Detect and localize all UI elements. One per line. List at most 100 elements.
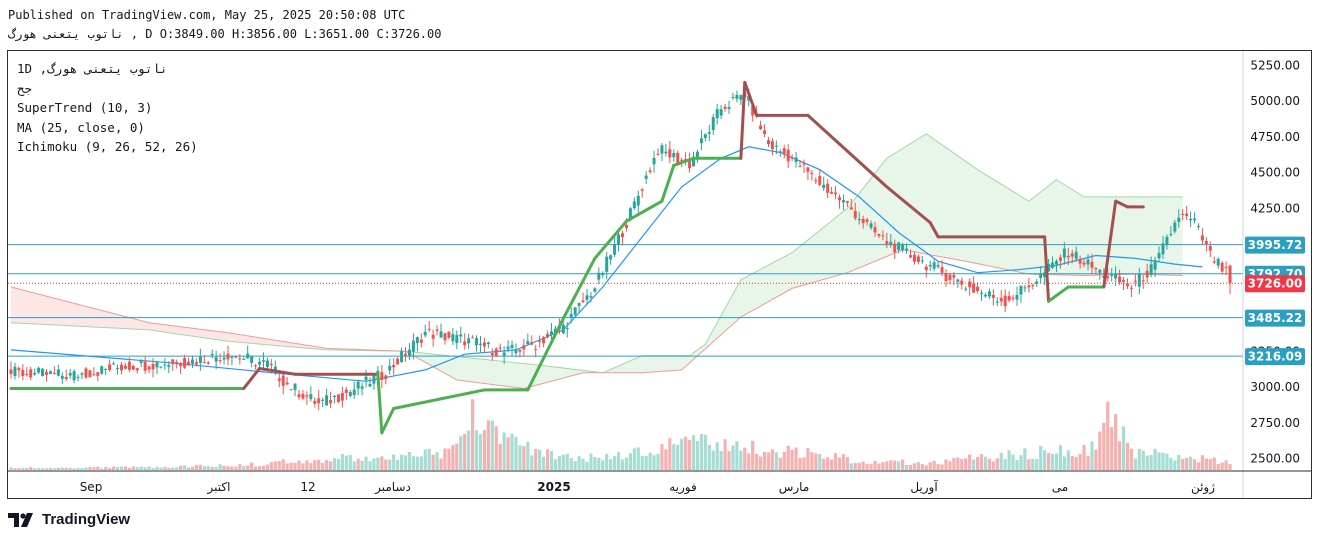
candle[interactable] xyxy=(340,386,344,408)
candle[interactable] xyxy=(33,368,37,376)
candle[interactable] xyxy=(810,170,814,181)
candle[interactable] xyxy=(234,355,238,359)
candle[interactable] xyxy=(514,343,518,358)
candle[interactable] xyxy=(786,144,790,168)
candle[interactable] xyxy=(151,357,155,378)
candle[interactable] xyxy=(202,355,206,364)
candle[interactable] xyxy=(1043,268,1047,286)
candle[interactable] xyxy=(636,190,640,213)
candle[interactable] xyxy=(912,251,916,265)
candle[interactable] xyxy=(727,100,731,115)
candle[interactable] xyxy=(530,335,534,346)
candle[interactable] xyxy=(577,302,581,313)
candle[interactable] xyxy=(17,366,21,378)
candle[interactable] xyxy=(1122,277,1126,290)
candle[interactable] xyxy=(601,271,605,279)
candle[interactable] xyxy=(759,120,763,131)
candle[interactable] xyxy=(972,276,976,293)
candle[interactable] xyxy=(644,171,648,184)
candle[interactable] xyxy=(924,264,928,278)
candle[interactable] xyxy=(1011,294,1015,302)
candle[interactable] xyxy=(478,335,482,353)
candle[interactable] xyxy=(991,289,995,306)
candle[interactable] xyxy=(1114,266,1118,287)
candle[interactable] xyxy=(139,359,143,368)
candle[interactable] xyxy=(68,369,72,379)
candle[interactable] xyxy=(13,362,17,380)
candle[interactable] xyxy=(1074,246,1078,262)
candle[interactable] xyxy=(214,350,218,370)
candle[interactable] xyxy=(388,358,392,375)
candle[interactable] xyxy=(581,292,585,304)
candle[interactable] xyxy=(640,187,644,198)
candle[interactable] xyxy=(1003,289,1007,313)
candle[interactable] xyxy=(881,230,885,241)
candle[interactable] xyxy=(317,389,321,411)
candle[interactable] xyxy=(664,143,668,157)
candle[interactable] xyxy=(419,333,423,348)
candle[interactable] xyxy=(510,340,514,357)
candle[interactable] xyxy=(766,136,770,148)
candle[interactable] xyxy=(1204,237,1208,252)
candle[interactable] xyxy=(593,287,597,294)
candle[interactable] xyxy=(1090,253,1094,275)
candle[interactable] xyxy=(739,94,743,106)
level-badge[interactable]: 3485.22 xyxy=(1245,309,1305,327)
candle[interactable] xyxy=(782,144,786,159)
candle[interactable] xyxy=(703,133,707,142)
candle[interactable] xyxy=(1212,256,1216,265)
candle[interactable] xyxy=(159,366,163,369)
candle[interactable] xyxy=(897,242,901,254)
candle[interactable] xyxy=(932,258,936,272)
candle[interactable] xyxy=(1015,286,1019,306)
candle[interactable] xyxy=(770,138,774,156)
candle[interactable] xyxy=(261,352,265,370)
candle[interactable] xyxy=(1181,209,1185,221)
candle[interactable] xyxy=(948,272,952,285)
candle[interactable] xyxy=(147,365,151,374)
candle[interactable] xyxy=(72,369,76,384)
candle[interactable] xyxy=(167,361,171,374)
candle[interactable] xyxy=(56,364,60,377)
candle[interactable] xyxy=(336,394,340,404)
candle[interactable] xyxy=(952,271,956,286)
candle[interactable] xyxy=(415,336,419,352)
candle[interactable] xyxy=(1193,212,1197,224)
candle[interactable] xyxy=(1189,211,1193,228)
candle[interactable] xyxy=(250,355,254,368)
candle[interactable] xyxy=(1196,223,1200,230)
candle[interactable] xyxy=(226,345,230,366)
candle[interactable] xyxy=(84,367,88,380)
candle[interactable] xyxy=(944,269,948,287)
candle[interactable] xyxy=(569,307,573,324)
candle[interactable] xyxy=(45,369,49,382)
candle[interactable] xyxy=(131,364,135,371)
candle[interactable] xyxy=(763,124,767,138)
candle[interactable] xyxy=(364,369,368,388)
candle[interactable] xyxy=(928,260,932,271)
candle[interactable] xyxy=(9,361,13,379)
candle[interactable] xyxy=(1058,254,1062,269)
candle[interactable] xyxy=(597,267,601,285)
candle[interactable] xyxy=(1224,261,1228,276)
candle[interactable] xyxy=(1070,249,1074,264)
candle[interactable] xyxy=(123,362,127,370)
candle[interactable] xyxy=(715,103,719,125)
candle[interactable] xyxy=(1220,260,1224,275)
candle[interactable] xyxy=(242,356,246,360)
candle[interactable] xyxy=(1066,247,1070,266)
candle[interactable] xyxy=(411,333,415,360)
candle[interactable] xyxy=(609,254,613,265)
candle[interactable] xyxy=(41,367,45,377)
candle[interactable] xyxy=(565,322,569,338)
candle[interactable] xyxy=(502,346,506,364)
candle[interactable] xyxy=(1125,278,1129,290)
candle[interactable] xyxy=(826,179,830,199)
candle[interactable] xyxy=(459,326,463,343)
candle[interactable] xyxy=(384,374,388,385)
legend-ma[interactable]: MA (25, close, 0) xyxy=(17,119,145,135)
candle[interactable] xyxy=(309,386,313,402)
candle[interactable] xyxy=(1157,246,1161,263)
candle[interactable] xyxy=(589,292,593,303)
